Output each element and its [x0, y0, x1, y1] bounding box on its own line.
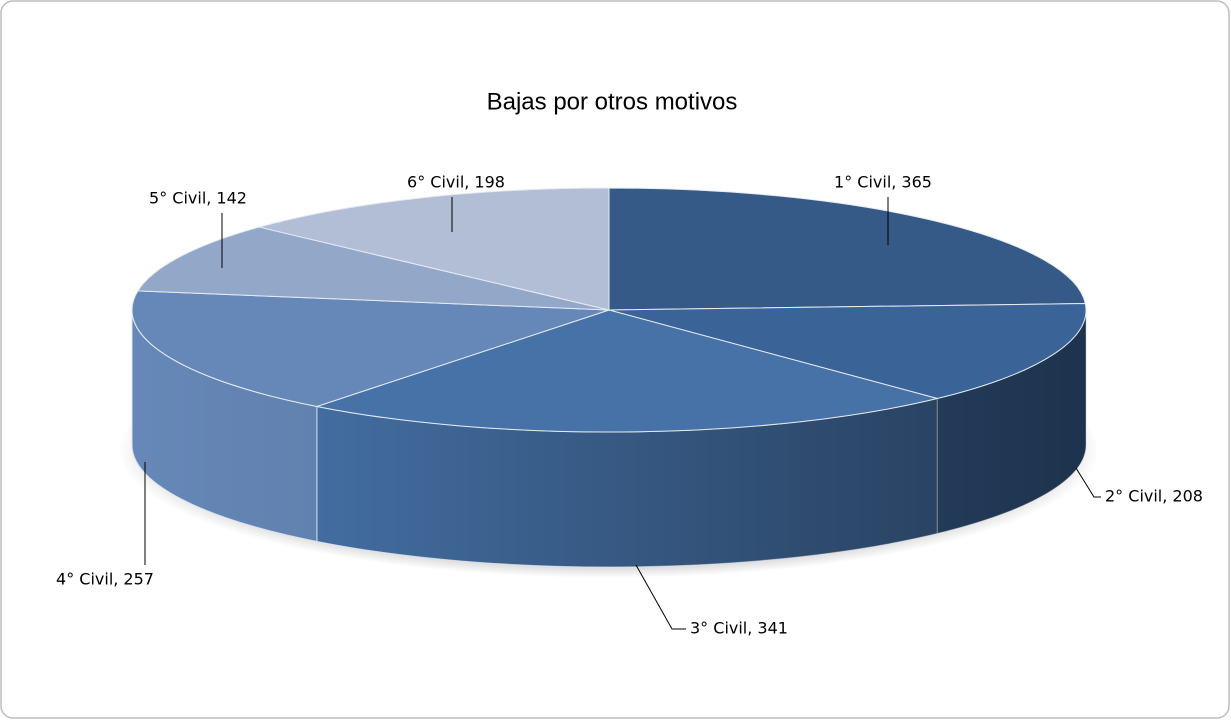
leader-line: [1075, 467, 1101, 498]
data-label: 6° Civil, 198: [407, 173, 505, 192]
data-label: 4° Civil, 257: [56, 570, 154, 589]
side-shading: [132, 310, 1086, 567]
data-label: 2° Civil, 208: [1105, 487, 1203, 506]
slice: [136, 226, 610, 311]
data-label: 1° Civil, 365: [834, 173, 932, 192]
slice: [259, 187, 610, 311]
slice: [314, 309, 938, 433]
leader-line: [635, 564, 686, 630]
data-label: 3° Civil, 341: [690, 619, 788, 638]
chart-title: Bajas por otros motivos: [487, 88, 738, 115]
data-label: 5° Civil, 142: [149, 189, 247, 208]
slice: [131, 290, 610, 407]
slice: [608, 187, 1086, 311]
slice: [608, 303, 1087, 400]
